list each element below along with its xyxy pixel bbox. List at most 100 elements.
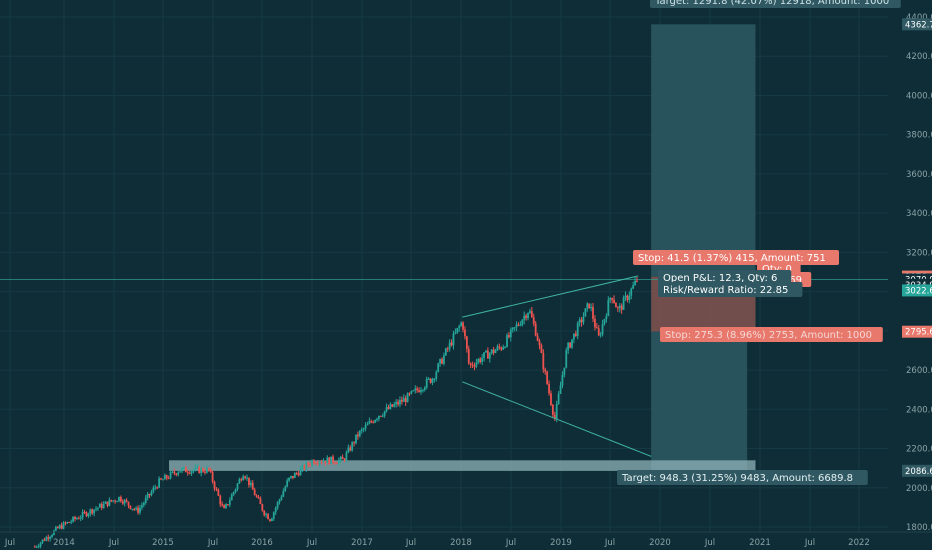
candle-body xyxy=(592,306,594,319)
candle-body xyxy=(538,340,541,346)
candle-body xyxy=(368,421,371,424)
candle-body xyxy=(534,323,537,336)
stop-bottom-label: Stop: 275.3 (8.96%) 2753, Amount: 1000 xyxy=(665,330,872,341)
candle-body xyxy=(167,478,170,480)
candle-body xyxy=(213,481,216,489)
candle-body xyxy=(443,355,445,364)
candle-body xyxy=(481,357,484,362)
candle-body xyxy=(509,329,512,338)
candle-body xyxy=(234,489,237,492)
candle-body xyxy=(110,499,113,502)
candle-body xyxy=(280,496,283,500)
x-tick-label: Jul xyxy=(306,538,317,548)
candle-body xyxy=(293,473,296,478)
candle-body xyxy=(433,378,436,380)
candle-body xyxy=(383,411,386,416)
candle-body xyxy=(616,307,619,309)
candle-body xyxy=(269,519,271,521)
candle-body xyxy=(429,378,432,383)
long-target-label-bg xyxy=(650,0,901,8)
candle-body xyxy=(636,280,638,282)
candle-body xyxy=(112,500,115,502)
candle-body xyxy=(358,430,361,437)
candle-body xyxy=(33,546,36,548)
candle-body xyxy=(573,333,575,340)
candle-body xyxy=(95,508,97,510)
candle-body xyxy=(292,475,294,478)
candle-body xyxy=(81,511,84,518)
candle-body xyxy=(357,434,359,437)
candle-body xyxy=(473,365,476,367)
price-label: 2795.6 xyxy=(905,328,932,338)
candle-body xyxy=(142,503,145,506)
candle-body xyxy=(485,350,487,353)
candle-body xyxy=(574,333,577,337)
candle-body xyxy=(615,303,617,308)
candle-body xyxy=(87,513,90,517)
pnl-label: Open P&L: 12.3, Qty: 6 xyxy=(663,273,777,284)
candle-body xyxy=(305,462,308,470)
short-target-label: Target: 948.3 (31.25%) 9483, Amount: 668… xyxy=(621,473,853,484)
candle-body xyxy=(408,393,411,395)
candle-body xyxy=(240,479,243,481)
candle-body xyxy=(330,456,333,464)
candle-body xyxy=(613,299,615,304)
candle-body xyxy=(460,322,463,327)
candle-body xyxy=(263,510,266,516)
candle-body xyxy=(563,367,566,376)
candle-body xyxy=(47,537,50,539)
candle-body xyxy=(334,462,336,464)
candle-body xyxy=(297,473,300,476)
candle-body xyxy=(125,500,128,502)
candle-body xyxy=(322,461,325,463)
candle-body xyxy=(104,501,107,504)
candle-body xyxy=(171,471,174,473)
candle-body xyxy=(148,493,151,496)
candle-body xyxy=(135,507,138,510)
candle-body xyxy=(192,470,195,472)
candle-body xyxy=(471,364,474,366)
candle-body xyxy=(586,303,589,309)
candle-body xyxy=(114,500,117,502)
candle-body xyxy=(259,498,262,505)
candle-body xyxy=(349,447,352,451)
x-axis: Jul 2014 Jul 2015 Jul 2016 Jul 2017 Jul 2018 Jul 20… xyxy=(0,531,932,548)
candle-body xyxy=(400,399,403,402)
candle-body xyxy=(74,517,76,519)
candle-body xyxy=(406,393,409,403)
candle-body xyxy=(496,346,499,351)
candle-body xyxy=(527,313,529,319)
rr-label: Risk/Reward Ratio: 22.85 xyxy=(663,285,788,296)
candle-body xyxy=(360,429,363,431)
candle-body xyxy=(43,539,46,541)
candle-body xyxy=(232,491,235,495)
candle-body xyxy=(374,419,377,423)
y-axis: 1800.02000.02200.02400.02600.02800.03000… xyxy=(902,13,932,533)
candle-body xyxy=(204,471,206,473)
candle-body xyxy=(525,315,528,319)
candle-body xyxy=(77,518,80,520)
candle-body xyxy=(622,297,625,310)
candle-body xyxy=(347,447,350,453)
candle-body xyxy=(72,517,74,522)
candle-body xyxy=(454,332,457,334)
candle-body xyxy=(242,476,245,481)
candle-body xyxy=(546,371,549,385)
price-label: 3022.6 xyxy=(905,286,932,296)
candle-body xyxy=(379,415,382,417)
candle-body xyxy=(255,495,258,497)
candle-body xyxy=(223,505,225,509)
x-tick-label: 2022 xyxy=(848,538,870,548)
candle-body xyxy=(303,465,306,470)
candle-body xyxy=(228,500,231,505)
candle-body xyxy=(351,442,354,451)
candle-body xyxy=(202,468,204,472)
candle-body xyxy=(416,388,419,391)
candle-body xyxy=(89,509,92,514)
price-label: 2086.6 xyxy=(905,467,932,477)
candle-body xyxy=(393,404,396,407)
candle-body xyxy=(441,358,443,364)
candle-body xyxy=(45,537,48,541)
candle-body xyxy=(162,479,164,481)
